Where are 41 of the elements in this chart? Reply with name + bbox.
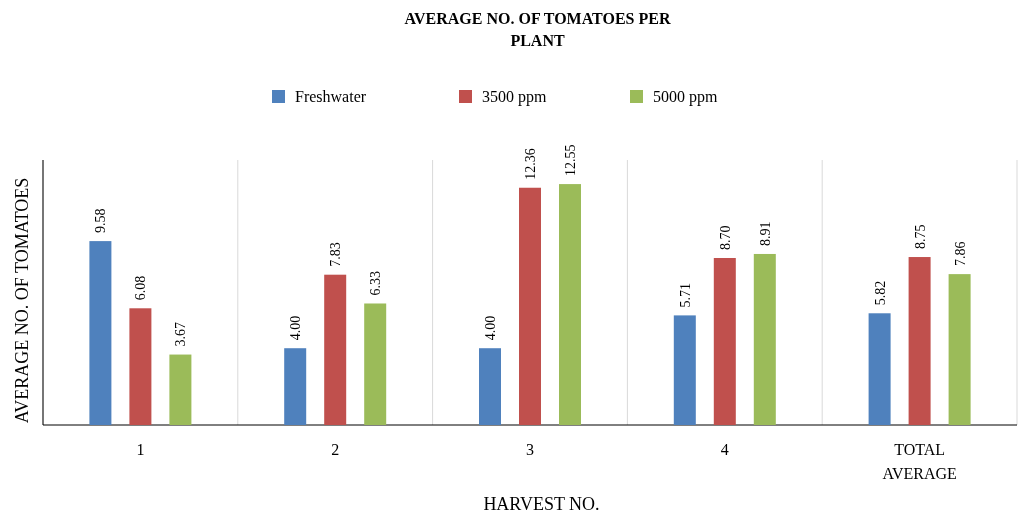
y-axis-title: AVERAGE NO. OF TOMATOES [12, 177, 32, 424]
data-label: 4.00 [288, 315, 304, 341]
data-label: 7.83 [328, 242, 344, 267]
data-label: 8.70 [717, 225, 733, 250]
bar [868, 313, 891, 425]
data-label: 4.00 [483, 315, 498, 341]
legend-label: 5000 ppm [653, 88, 718, 106]
bar [364, 303, 387, 425]
x-tick-label: 1 [136, 441, 145, 458]
bar [479, 348, 501, 425]
data-label: 3.67 [173, 322, 189, 347]
data-label: 9.58 [93, 208, 109, 234]
bar [284, 348, 307, 425]
data-label: 5.82 [872, 280, 888, 306]
bar [169, 354, 192, 425]
bar [948, 274, 971, 425]
x-tick-label: 3 [526, 441, 534, 458]
data-label: 12.55 [563, 144, 578, 177]
bar [89, 241, 112, 425]
data-label: 8.75 [912, 224, 928, 250]
data-label: 6.33 [368, 270, 384, 296]
data-label: 6.08 [133, 275, 149, 301]
chart-title: AVERAGE NO. OF TOMATOES PER PLANT [404, 10, 671, 49]
data-label: 12.36 [523, 148, 538, 180]
x-axis-title: HARVEST NO. [483, 494, 600, 514]
legend-label: 3500 ppm [482, 88, 547, 106]
x-tick-label: TOTAL AVERAGE [882, 441, 957, 482]
bar [713, 258, 736, 425]
x-tick-label: 2 [331, 441, 340, 458]
x-tick-label: 4 [720, 441, 729, 458]
bar [324, 274, 347, 425]
bar [908, 257, 931, 425]
data-label: 5.71 [677, 282, 693, 308]
bar [129, 308, 152, 425]
bar [753, 253, 776, 425]
data-label: 8.91 [757, 221, 773, 246]
legend-label: Freshwater [295, 88, 367, 105]
bar [673, 315, 696, 425]
bar [519, 187, 541, 425]
data-label: 7.86 [952, 241, 968, 267]
bar [559, 184, 581, 425]
